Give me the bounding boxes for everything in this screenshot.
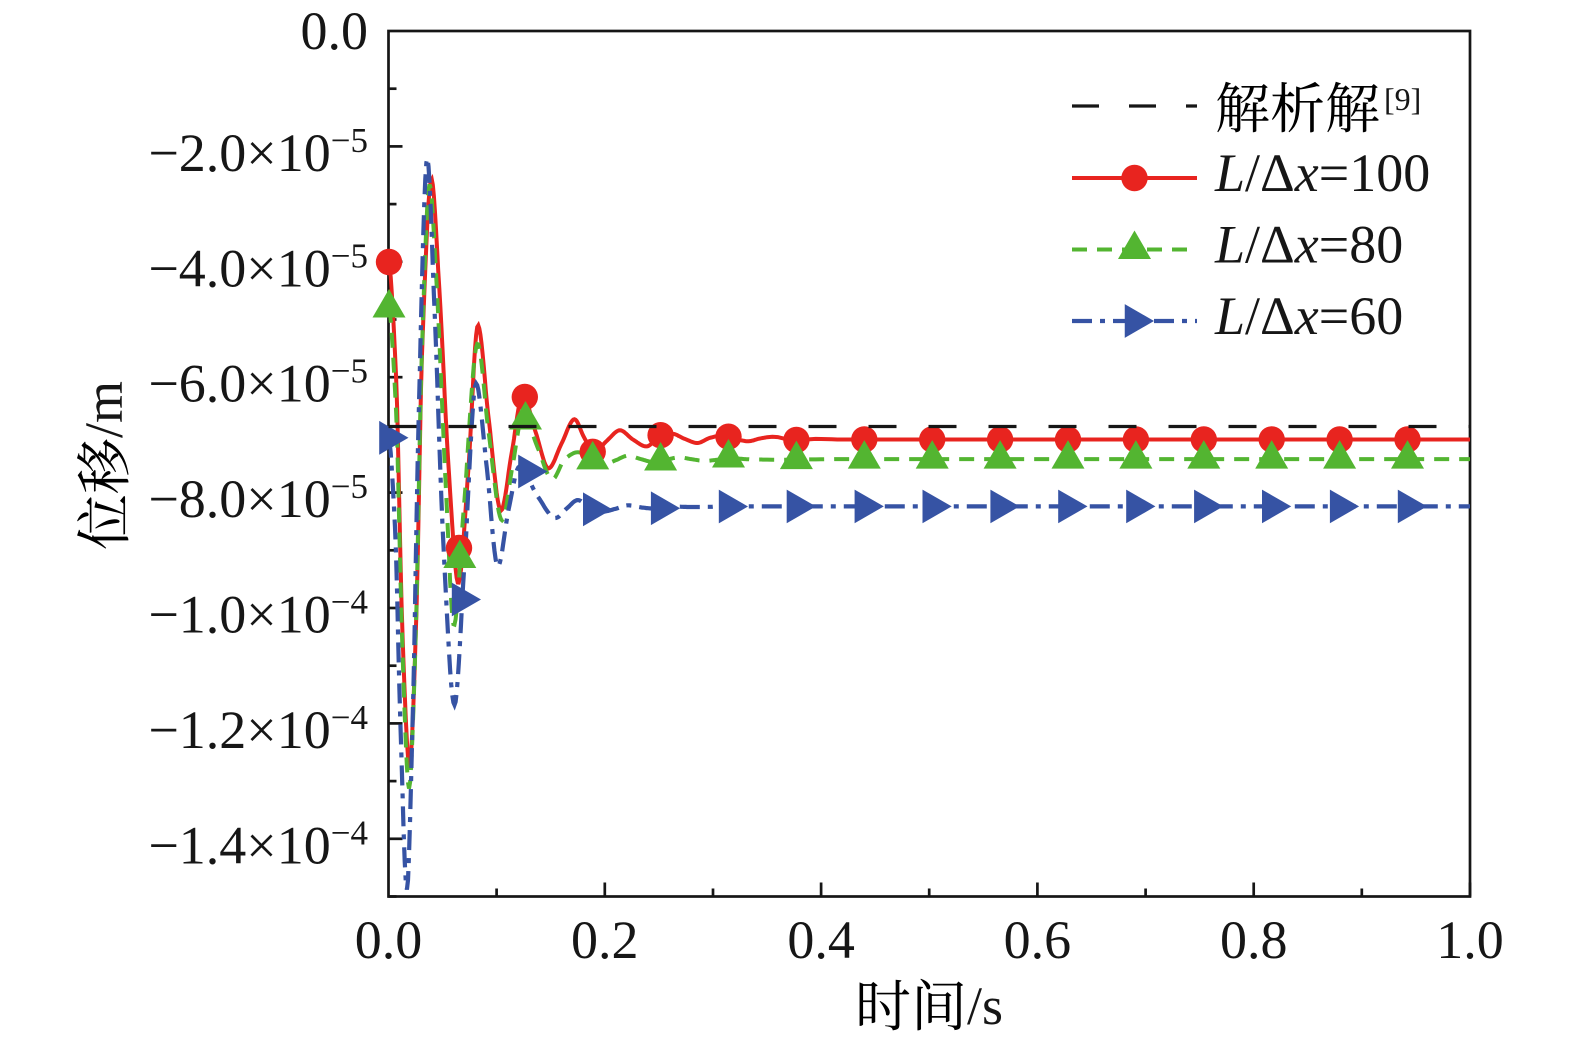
svg-text:0.0: 0.0 <box>301 1 369 61</box>
svg-text:/s: /s <box>967 976 1003 1036</box>
svg-text:1.0: 1.0 <box>1436 910 1504 970</box>
svg-text:0.8: 0.8 <box>1220 910 1288 970</box>
svg-text:[9]: [9] <box>1384 81 1421 117</box>
svg-text:L/Δx=60: L/Δx=60 <box>1214 286 1403 346</box>
svg-text:0.0: 0.0 <box>355 910 423 970</box>
svg-text:0.6: 0.6 <box>1004 910 1072 970</box>
svg-text:0.2: 0.2 <box>571 910 639 970</box>
svg-text:L/Δx=100: L/Δx=100 <box>1214 143 1430 203</box>
svg-text:/m: /m <box>74 381 134 438</box>
svg-text:L/Δx=80: L/Δx=80 <box>1214 215 1403 275</box>
svg-text:0.4: 0.4 <box>787 910 855 970</box>
